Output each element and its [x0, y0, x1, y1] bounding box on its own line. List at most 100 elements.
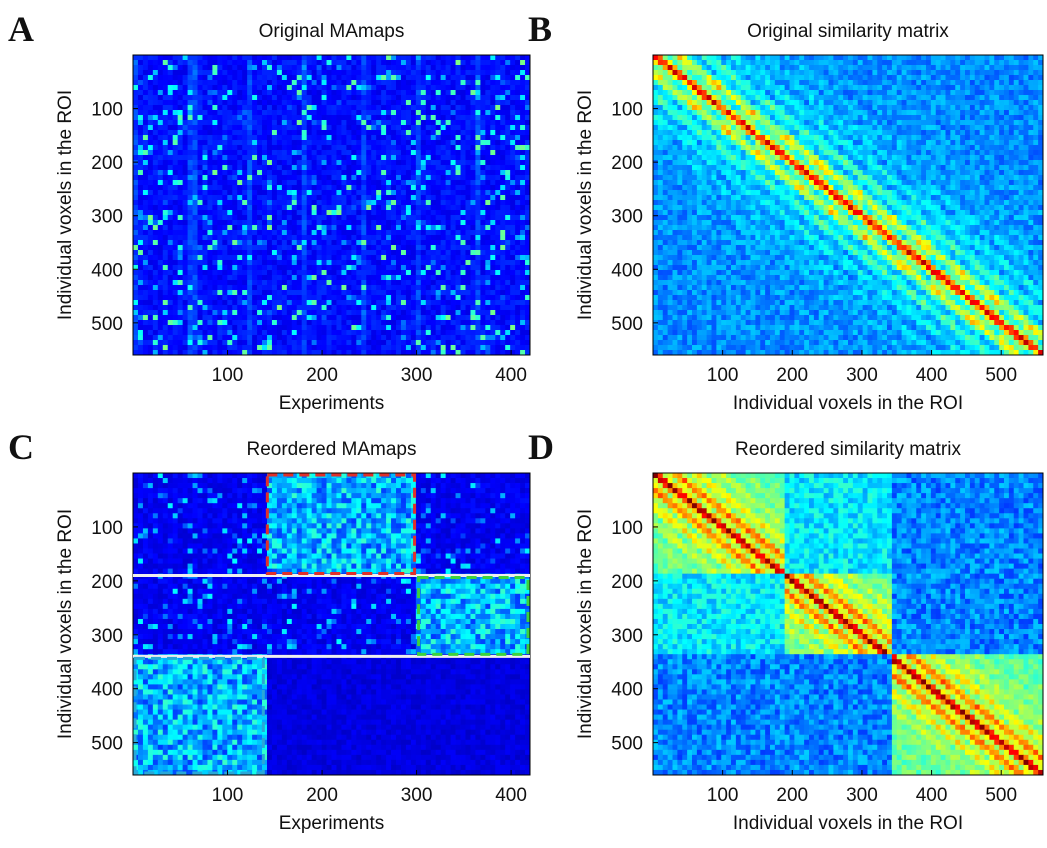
heatmap-cell [242, 180, 247, 185]
heatmap-cell [277, 60, 282, 65]
heatmap-cell [386, 270, 391, 275]
heatmap-cell [183, 345, 188, 350]
heatmap-cell [232, 265, 237, 270]
heatmap-cell [252, 145, 257, 150]
heatmap-cell [351, 210, 356, 215]
heatmap-cell [247, 145, 252, 150]
heatmap-cell [143, 295, 148, 300]
heatmap-cell [461, 220, 466, 225]
heatmap-cell [510, 195, 515, 200]
heatmap-cell [386, 225, 391, 230]
heatmap-cell [252, 285, 257, 290]
heatmap-cell [485, 60, 490, 65]
heatmap-cell [133, 315, 138, 320]
heatmap-cell [183, 205, 188, 210]
heatmap-cell [436, 105, 441, 110]
heatmap-cell [490, 240, 495, 245]
heatmap-cell [465, 105, 470, 110]
heatmap-cell [222, 55, 227, 60]
heatmap-cell [892, 55, 897, 60]
heatmap-cell [282, 230, 287, 235]
heatmap-cell [277, 340, 282, 345]
heatmap-cell [212, 210, 217, 215]
heatmap-cell [188, 290, 193, 295]
heatmap-cell [480, 90, 485, 95]
heatmap-cell [485, 260, 490, 265]
heatmap-cell [257, 240, 262, 245]
heatmap-cell [178, 290, 183, 295]
heatmap-cell [143, 210, 148, 215]
heatmap-cell [371, 225, 376, 230]
heatmap-cell [421, 160, 426, 165]
heatmap-cell [490, 70, 495, 75]
heatmap-cell [406, 265, 411, 270]
heatmap-cell [247, 195, 252, 200]
heatmap-cell [158, 210, 163, 215]
heatmap-cell [401, 155, 406, 160]
heatmap-cell [436, 115, 441, 120]
heatmap-cell [510, 70, 515, 75]
heatmap-cell [376, 70, 381, 75]
heatmap-cell [391, 240, 396, 245]
heatmap-cell [242, 330, 247, 335]
heatmap-cell [989, 55, 994, 60]
heatmap-cell [500, 185, 505, 190]
heatmap-cell [336, 185, 341, 190]
heatmap-cell [212, 300, 217, 305]
heatmap-cell [366, 200, 371, 205]
heatmap-cell [272, 220, 277, 225]
heatmap-cell [237, 260, 242, 265]
heatmap-cell [168, 285, 173, 290]
heatmap-cell [391, 295, 396, 300]
heatmap-cell [237, 230, 242, 235]
heatmap-cell [475, 200, 480, 205]
heatmap-cell [227, 205, 232, 210]
heatmap-cell [153, 345, 158, 350]
heatmap-cell [475, 195, 480, 200]
heatmap-cell [322, 315, 327, 320]
heatmap-cell [257, 305, 262, 310]
heatmap-cell [505, 170, 510, 175]
heatmap-cell [183, 130, 188, 135]
heatmap-cell [138, 290, 143, 295]
heatmap-cell [475, 115, 480, 120]
heatmap-cell [426, 300, 431, 305]
heatmap-cell [227, 70, 232, 75]
heatmap-cell [396, 110, 401, 115]
heatmap-cell [882, 60, 887, 65]
heatmap-cell [510, 80, 515, 85]
heatmap-cell [227, 105, 232, 110]
heatmap-cell [346, 145, 351, 150]
heatmap-cell [480, 195, 485, 200]
heatmap-cell [421, 245, 426, 250]
heatmap-cell [446, 175, 451, 180]
heatmap-cell [456, 85, 461, 90]
heatmap-cell [520, 220, 525, 225]
heatmap-cell [461, 240, 466, 245]
heatmap-cell [505, 310, 510, 315]
heatmap-cell [366, 115, 371, 120]
heatmap-cell [456, 55, 461, 60]
heatmap-cell [485, 170, 490, 175]
heatmap-cell [173, 160, 178, 165]
heatmap-cell [371, 165, 376, 170]
heatmap-cell [207, 240, 212, 245]
heatmap-cell [267, 80, 272, 85]
heatmap-cell [163, 145, 168, 150]
heatmap-cell [202, 265, 207, 270]
heatmap-cell [148, 135, 153, 140]
heatmap-cell [222, 95, 227, 100]
heatmap-cell [252, 335, 257, 340]
heatmap-cell [510, 255, 515, 260]
heatmap-cell [272, 70, 277, 75]
heatmap-cell [327, 140, 332, 145]
heatmap-cell [505, 90, 510, 95]
heatmap-cell [451, 75, 456, 80]
heatmap-cell [431, 105, 436, 110]
heatmap-cell [386, 335, 391, 340]
heatmap-cell [386, 300, 391, 305]
heatmap-cell [485, 160, 490, 165]
heatmap-cell [207, 290, 212, 295]
heatmap-cell [198, 315, 203, 320]
heatmap-cell [341, 340, 346, 345]
